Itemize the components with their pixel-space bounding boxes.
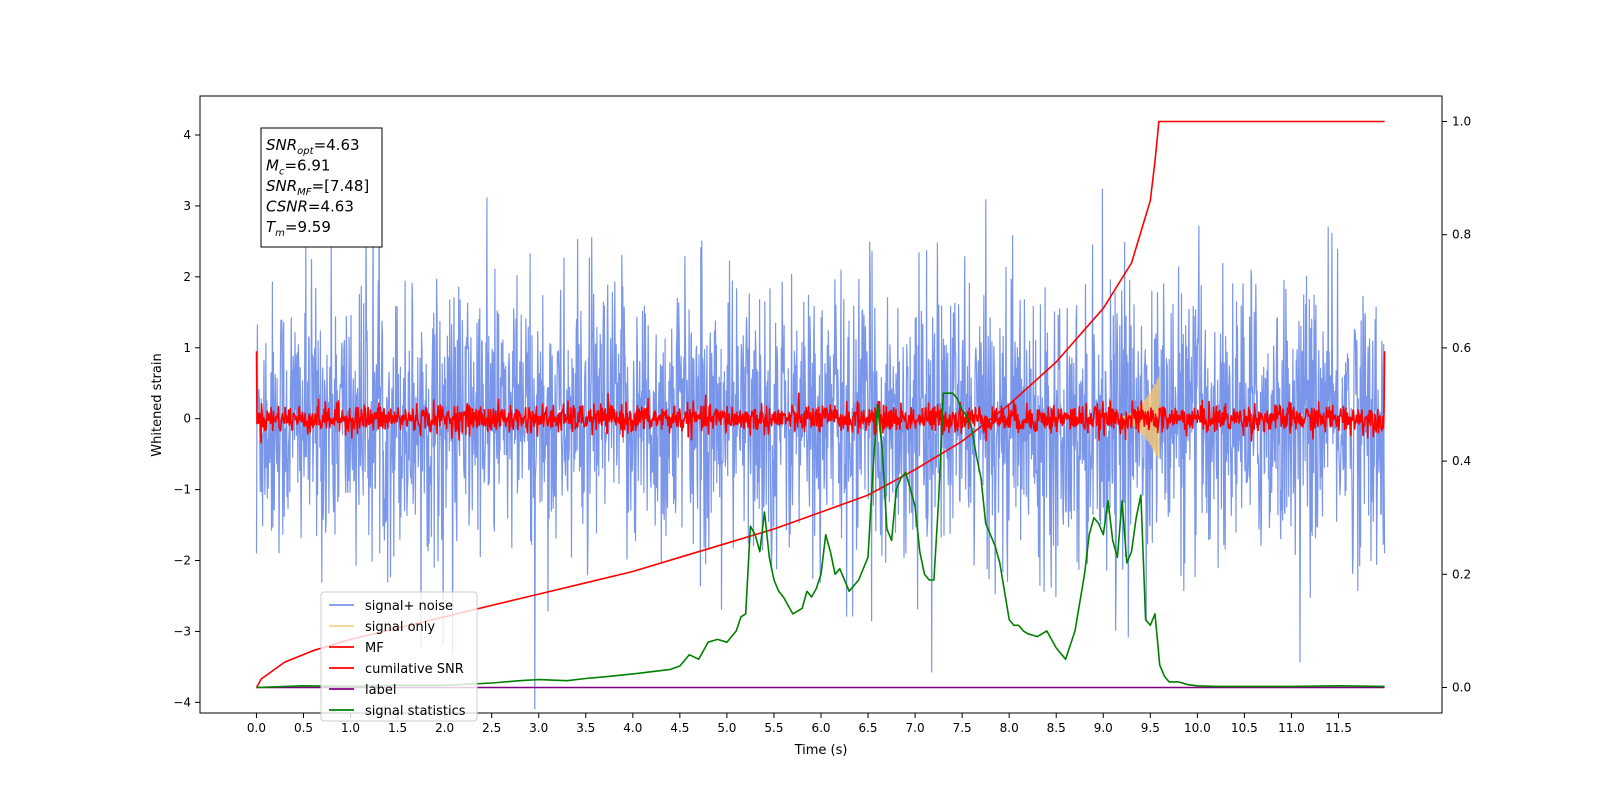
series-line-signal-statistics xyxy=(256,392,1385,689)
annotation-line: Mc=6.91 xyxy=(266,157,330,178)
axes: 0.0 0.5 1.0 1.5 2.0 2.5 3.0 3.5 4.0 4.5 5.0 5.5 6.0 6… xyxy=(173,114,1471,735)
x-tick-label: 11.5 xyxy=(1325,721,1352,735)
x-tick-label: 6.0 xyxy=(811,721,830,735)
x-tick-label: 3.0 xyxy=(529,721,548,735)
y2-tick-label: 0.4 xyxy=(1452,454,1471,468)
x-tick-label: 9.5 xyxy=(1141,721,1160,735)
y-tick-label: 0 xyxy=(183,412,191,426)
y-tick-label: 1 xyxy=(183,341,191,355)
x-tick-label: 5.5 xyxy=(764,721,783,735)
x-tick-label: 1.0 xyxy=(341,721,360,735)
y2-tick-label: 0.0 xyxy=(1452,681,1471,695)
legend-label: signal only xyxy=(365,620,435,635)
x-tick-label: 0.0 xyxy=(247,721,266,735)
y2-tick-label: 1.0 xyxy=(1452,114,1471,128)
x-tick-label: 0.5 xyxy=(294,721,313,735)
x-tick-label: 11.0 xyxy=(1278,721,1305,735)
y2-tick-label: 0.2 xyxy=(1452,567,1471,581)
y-tick-label: −4 xyxy=(173,695,191,709)
y-tick-label: −2 xyxy=(173,554,191,568)
legend-label: signal+ noise xyxy=(365,599,453,614)
x-axis-label: Time (s) xyxy=(794,743,848,758)
x-tick-label: 8.0 xyxy=(1000,721,1019,735)
y2-tick-label: 0.8 xyxy=(1452,228,1471,242)
x-tick-label: 10.5 xyxy=(1231,721,1258,735)
y2-tick-label: 0.6 xyxy=(1452,341,1471,355)
x-tick-label: 4.0 xyxy=(623,721,642,735)
legend-frame xyxy=(320,591,478,722)
x-tick-label: 10.0 xyxy=(1184,721,1211,735)
x-tick-label: 9.0 xyxy=(1094,721,1113,735)
x-tick-label: 2.0 xyxy=(435,721,454,735)
legend-label: MF xyxy=(365,641,384,656)
annotation-frame xyxy=(260,127,383,248)
y-tick-label: −1 xyxy=(173,483,191,497)
series-line-mf xyxy=(255,351,1386,444)
legend-label: label xyxy=(365,683,396,698)
annotation-line: SNRMF=[7.48] xyxy=(266,177,369,198)
x-tick-label: 7.0 xyxy=(906,721,925,735)
annotation-line: CSNR=4.63 xyxy=(266,198,354,216)
y-tick-label: 2 xyxy=(183,270,191,284)
x-tick-label: 3.5 xyxy=(576,721,595,735)
x-tick-label: 7.5 xyxy=(953,721,972,735)
x-tick-label: 1.5 xyxy=(388,721,407,735)
x-tick-label: 2.5 xyxy=(482,721,501,735)
x-tick-label: 6.5 xyxy=(858,721,877,735)
y-axis-label: Whitened strain xyxy=(150,353,165,456)
y-tick-label: 4 xyxy=(183,128,191,142)
x-tick-label: 5.0 xyxy=(717,721,736,735)
legend-label: cumilative SNR xyxy=(365,662,464,677)
y-tick-label: 3 xyxy=(183,199,191,213)
annotation-line: SNRopt=4.63 xyxy=(266,136,360,157)
y-tick-label: −3 xyxy=(173,624,191,638)
x-tick-label: 8.5 xyxy=(1047,721,1066,735)
legend: signal+ noise signal only MF cumilative SNR… xyxy=(320,591,478,722)
x-tick-label: 4.5 xyxy=(670,721,689,735)
series-line-signal-noise xyxy=(255,161,1386,710)
legend-label: signal statistics xyxy=(365,704,466,719)
annotation-line: Tm=9.59 xyxy=(266,218,331,239)
